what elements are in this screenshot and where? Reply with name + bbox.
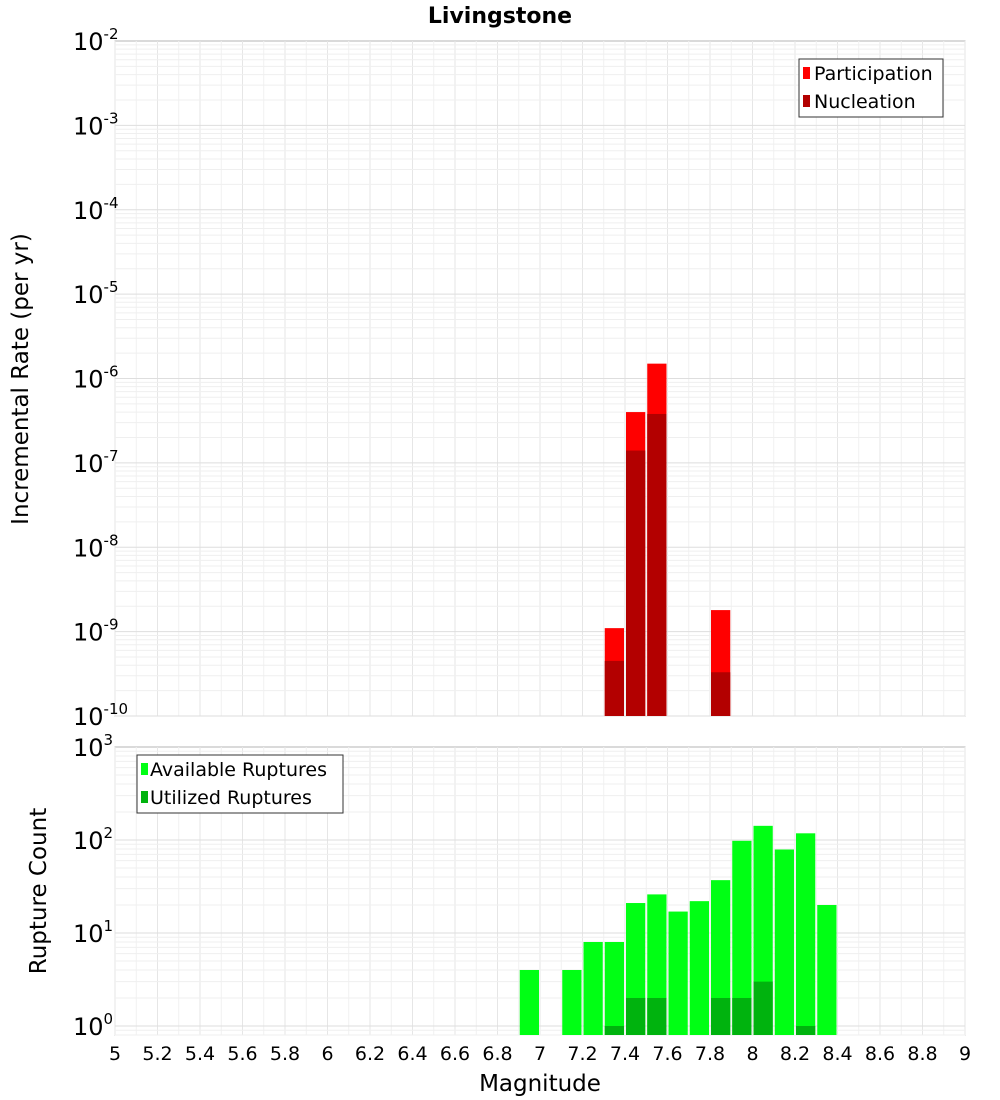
top-y-tick-label: 10-5 [73, 278, 119, 309]
bottom-legend-box [136, 754, 344, 814]
top-y-tick-label: 10-4 [73, 194, 119, 225]
legend-swatch-utilized [141, 791, 148, 803]
bottom-bar-a [711, 880, 731, 1035]
x-tick-label: 5.4 [185, 1043, 215, 1065]
x-tick-labels: 5 5.2 5.4 5.6 5.8 6 6.2 6.4 6.6 6.8 7 7.2 7.4 7.6 7.8 8… [109, 1043, 971, 1065]
x-tick-label: 8.2 [780, 1043, 810, 1065]
bottom-y-tick-label: 100 [73, 1010, 113, 1041]
top-y-tick-label: 10-7 [73, 447, 119, 478]
x-tick-label: 8.6 [865, 1043, 895, 1065]
bottom-bar-a [817, 904, 837, 1035]
bottom-bar-b [604, 1025, 624, 1035]
x-tick-label: 8.8 [907, 1043, 937, 1065]
x-tick-label: 5.2 [142, 1043, 172, 1065]
legend-swatch-participation [803, 67, 810, 79]
bottom-bar-b [732, 997, 752, 1035]
top-bar-b [626, 450, 646, 716]
legend-label-nucleation: Nucleation [814, 91, 916, 113]
x-tick-label: 5.8 [270, 1043, 300, 1065]
top-y-tick-label: 10-6 [73, 363, 119, 394]
top-y-tick-labels: 10-2 10-3 10-4 10-5 10-6 10-7 10-8 10-9 10-10 [73, 25, 128, 731]
top-y-tick-label: 10-10 [73, 700, 128, 731]
top-y-tick-label: 10-9 [73, 616, 119, 647]
bottom-y-tick-label: 103 [73, 731, 113, 762]
legend-label-participation: Participation [814, 63, 933, 85]
bottom-y-tick-label: 101 [73, 917, 113, 948]
bottom-legend: Available Ruptures Utilized Ruptures [136, 754, 344, 814]
top-legend-box [798, 58, 944, 118]
bottom-bar-a [796, 833, 816, 1035]
bottom-panel: 103 102 101 100 5 5.2 5.4 5.6 5.8 6 6.2 6.4 6.6 6.8 7… [26, 731, 971, 1097]
x-tick-label: 9 [959, 1043, 971, 1065]
x-tick-label: 5.6 [227, 1043, 257, 1065]
x-tick-label: 7.6 [652, 1043, 682, 1065]
bottom-bar-b [711, 997, 731, 1035]
bottom-bar-b [626, 997, 646, 1035]
bottom-bar-b [753, 981, 773, 1035]
top-grid [114, 41, 966, 717]
chart-title: Livingstone [428, 4, 572, 29]
x-tick-label: 6.2 [355, 1043, 385, 1065]
x-tick-label: 7.2 [567, 1043, 597, 1065]
top-y-tick-label: 10-3 [73, 109, 119, 140]
x-tick-label: 8.4 [822, 1043, 852, 1065]
bottom-y-tick-label: 102 [73, 824, 113, 855]
top-y-tick-label: 10-2 [73, 25, 119, 56]
top-panel: 10-2 10-3 10-4 10-5 10-6 10-7 10-8 10-9 10-10 In… [8, 25, 966, 731]
legend-label-utilized: Utilized Ruptures [150, 787, 312, 809]
legend-swatch-nucleation [803, 95, 810, 107]
x-tick-label: 6.8 [482, 1043, 512, 1065]
top-legend: Participation Nucleation [798, 58, 944, 118]
bottom-bar-a [519, 969, 539, 1035]
x-axis-title: Magnitude [479, 1071, 601, 1097]
legend-swatch-available [141, 763, 148, 775]
bottom-y-tick-labels: 103 102 101 100 [73, 731, 113, 1041]
x-tick-label: 6.6 [440, 1043, 470, 1065]
bottom-bar-a [583, 942, 603, 1035]
x-tick-label: 5 [109, 1043, 121, 1065]
bottom-bar-a [689, 901, 709, 1035]
x-tick-label: 7 [534, 1043, 546, 1065]
top-bar-b [604, 660, 624, 716]
bottom-grid [114, 747, 966, 1036]
bottom-bars [519, 825, 837, 1035]
top-y-tick-label: 10-8 [73, 531, 119, 562]
x-tick-label: 6 [321, 1043, 333, 1065]
bottom-bar-b [796, 1025, 816, 1035]
bottom-y-axis-title: Rupture Count [26, 808, 52, 974]
bottom-bar-a [774, 849, 794, 1035]
top-y-axis-title: Incremental Rate (per yr) [8, 233, 34, 525]
x-tick-label: 6.4 [397, 1043, 427, 1065]
bottom-bar-a [604, 942, 624, 1035]
bottom-bar-b [647, 997, 667, 1035]
bottom-bar-a [668, 911, 688, 1035]
x-tick-label: 7.4 [610, 1043, 640, 1065]
x-tick-label: 7.8 [695, 1043, 725, 1065]
top-bar-b [647, 413, 667, 716]
x-tick-label: 8 [746, 1043, 758, 1065]
bottom-bar-a [732, 840, 752, 1035]
top-bar-b [711, 672, 731, 716]
top-bars [604, 363, 731, 716]
bottom-bar-a [562, 969, 582, 1035]
legend-label-available: Available Ruptures [150, 759, 327, 781]
